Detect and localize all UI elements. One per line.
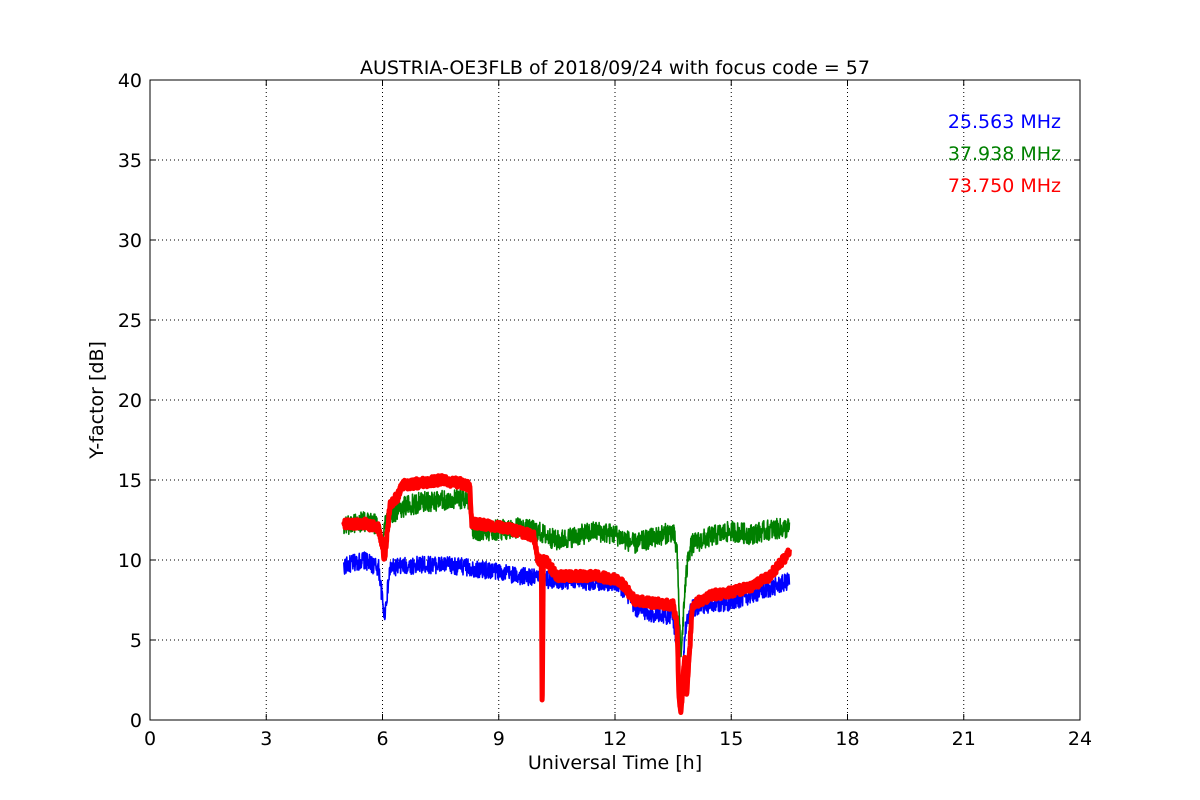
axis-ticks: 0 3 6 9 12 15 18 21 24 0 5 10 15 20 25 30 35 40 bbox=[118, 70, 1092, 750]
x-tick-label: 24 bbox=[1068, 728, 1092, 750]
x-axis-label: Universal Time [h] bbox=[528, 752, 702, 774]
chart-title: AUSTRIA-OE3FLB of 2018/09/24 with focus … bbox=[360, 57, 870, 79]
x-tick-label: 3 bbox=[260, 728, 272, 750]
x-tick-label: 21 bbox=[952, 728, 976, 750]
y-tick-label: 35 bbox=[118, 150, 142, 172]
y-tick-label: 15 bbox=[118, 470, 142, 492]
legend-entry-2: 37.938 MHz bbox=[948, 143, 1061, 165]
y-tick-label: 25 bbox=[118, 310, 142, 332]
y-tick-label: 40 bbox=[118, 70, 142, 92]
y-tick-label: 0 bbox=[130, 710, 142, 732]
x-tick-label: 15 bbox=[719, 728, 743, 750]
series-line-2 bbox=[343, 488, 791, 658]
legend-entry-1: 25.563 MHz bbox=[948, 111, 1061, 133]
x-tick-label: 18 bbox=[835, 728, 859, 750]
x-tick-label: 12 bbox=[603, 728, 627, 750]
y-tick-label: 10 bbox=[118, 550, 142, 572]
y-tick-label: 20 bbox=[118, 390, 142, 412]
y-tick-label: 30 bbox=[118, 230, 142, 252]
legend-entry-3: 73.750 MHz bbox=[948, 175, 1061, 197]
x-tick-label: 0 bbox=[144, 728, 156, 750]
y-tick-label: 5 bbox=[130, 630, 142, 652]
legend: 25.563 MHz 37.938 MHz 73.750 MHz bbox=[948, 111, 1061, 197]
x-tick-label: 6 bbox=[376, 728, 388, 750]
x-tick-label: 9 bbox=[493, 728, 505, 750]
y-axis-label: Y-factor [dB] bbox=[86, 341, 108, 460]
series-line-3 bbox=[341, 473, 792, 715]
series-lines bbox=[341, 473, 792, 715]
grid-lines bbox=[150, 80, 1080, 720]
